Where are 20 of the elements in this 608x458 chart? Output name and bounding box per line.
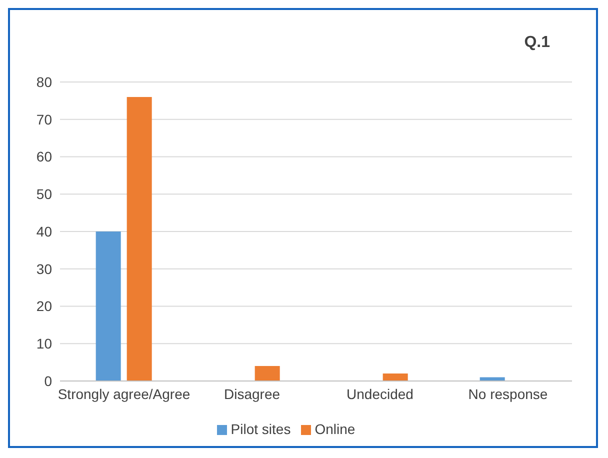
x-tick-label: Disagree [224, 386, 280, 402]
x-tick-label: Undecided [346, 386, 414, 402]
legend-label: Pilot sites [230, 421, 291, 437]
chart-title: Q.1 [524, 34, 550, 52]
bar [96, 232, 121, 381]
y-tick-label: 20 [36, 298, 52, 314]
y-tick-label: 0 [44, 372, 52, 389]
x-tick-label: No response [468, 386, 548, 402]
bar [254, 366, 280, 381]
y-tick-label: 60 [36, 148, 52, 165]
y-tick-label: 30 [36, 260, 52, 277]
bar [382, 374, 408, 381]
bar [126, 96, 152, 381]
y-tick-label: 80 [36, 74, 52, 90]
y-tick-label: 10 [36, 336, 52, 352]
y-tick-label: 40 [36, 223, 52, 240]
x-tick-label: Strongly agree/Agree [58, 386, 190, 402]
y-tick-label: 50 [36, 186, 52, 202]
y-tick-label: 70 [36, 111, 52, 128]
legend-label: Online [314, 421, 356, 437]
